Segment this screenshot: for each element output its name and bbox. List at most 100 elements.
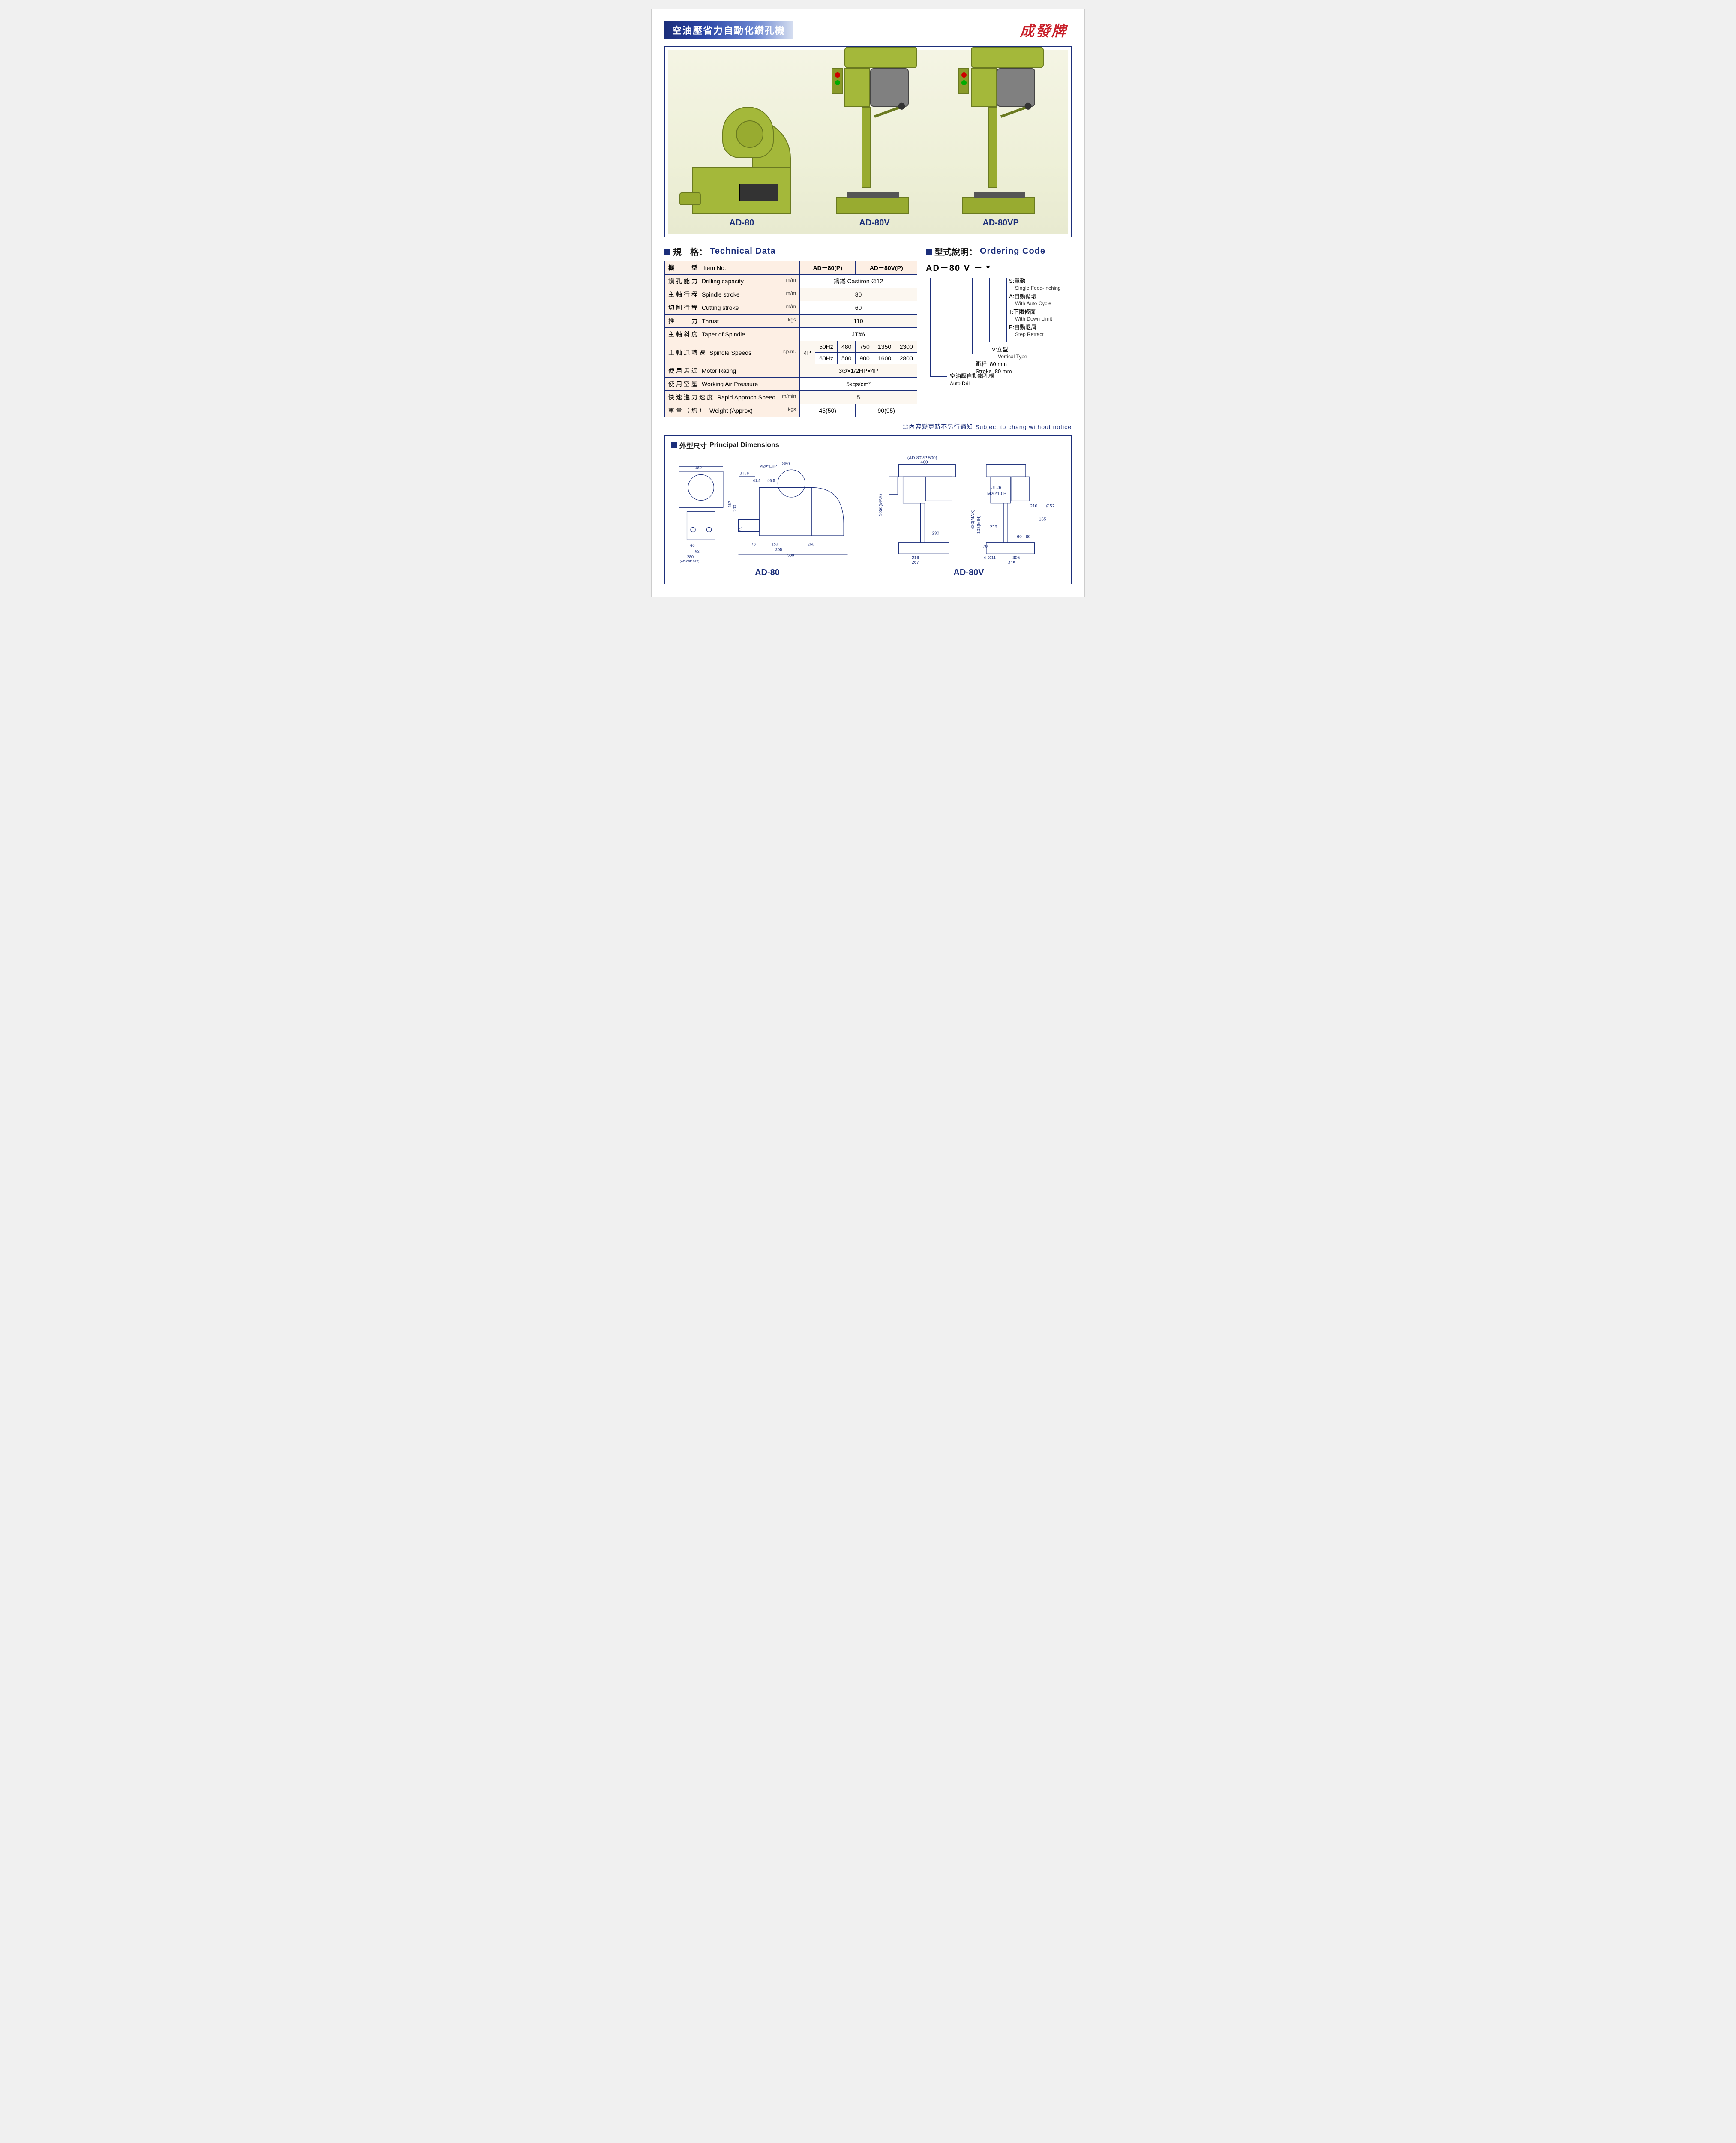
svg-text:538: 538	[787, 553, 794, 558]
svg-text:180: 180	[695, 465, 702, 470]
product-photo-frame: AD-80 AD-80V AD-80VP	[664, 46, 1072, 237]
svg-text:230: 230	[932, 531, 939, 536]
th-col2: AD－80V(P)	[856, 261, 917, 275]
svg-text:267: 267	[912, 560, 919, 565]
middle-section: 規 格： Technical Data 機 型 Item No. AD－80(P…	[664, 245, 1072, 417]
ordering-code-line: AD－80 V － *	[926, 261, 1072, 273]
svg-text:∅50: ∅50	[782, 462, 790, 466]
title-cn: 外型尺寸	[679, 440, 707, 450]
section-title: 規 格： Technical Data	[664, 245, 917, 258]
speed-value: 1600	[874, 353, 895, 364]
svg-text:(AD-80P:320): (AD-80P:320)	[680, 559, 700, 563]
machine-label: AD-80VP	[982, 218, 1018, 228]
speed-value: 2800	[895, 353, 917, 364]
svg-text:JT#6: JT#6	[740, 471, 749, 475]
change-notice: ◎內容變更時不另行通知 Subject to chang without not…	[664, 423, 1072, 431]
svg-text:260: 260	[808, 542, 814, 546]
svg-text:236: 236	[990, 525, 997, 530]
title-cn: 規 格：	[673, 245, 707, 258]
speed-value: 1350	[874, 341, 895, 353]
svg-text:280: 280	[687, 555, 694, 559]
svg-text:M20*1.0P: M20*1.0P	[987, 492, 1006, 496]
dim-label: AD-80V	[872, 568, 1065, 578]
svg-text:4-∅11: 4-∅11	[984, 556, 996, 561]
th-col1: AD－80(P)	[800, 261, 856, 275]
page-title-bar: 空油壓省力自動化鑽孔機	[664, 21, 793, 39]
machine-ad80: AD-80	[692, 102, 791, 228]
svg-text:165: 165	[1039, 517, 1046, 522]
square-bullet-icon	[926, 249, 932, 255]
svg-text:41.5: 41.5	[753, 478, 760, 483]
row-label: 鑽孔能力Drilling capacitym/m	[665, 275, 800, 288]
row-value: 80	[800, 288, 917, 301]
row-label: 主軸行程Spindle strokem/m	[665, 288, 800, 301]
row-label: 推 力Thrustkgs	[665, 315, 800, 328]
title-en: Ordering Code	[980, 246, 1045, 256]
machine-label: AD-80V	[859, 218, 889, 228]
machine-label: AD-80	[729, 218, 754, 228]
svg-text:200: 200	[733, 505, 737, 512]
svg-text:210: 210	[1030, 504, 1037, 509]
row-value: 鑄鐵 Castiron ∅12	[800, 275, 917, 288]
speed-value: 750	[856, 341, 874, 353]
svg-text:460: 460	[921, 460, 928, 465]
svg-text:70: 70	[983, 544, 988, 549]
weight-value: 45(50)	[800, 404, 856, 417]
row-value: 3∅×1/2HP×4P	[800, 364, 917, 378]
brand-name: 成發牌	[1020, 19, 1072, 40]
row-value: JT#6	[800, 328, 917, 341]
section-title: 型式說明： Ordering Code	[926, 245, 1072, 258]
svg-text:73: 73	[751, 542, 756, 546]
machine-illustration	[958, 47, 1044, 214]
svg-text:305: 305	[1012, 556, 1020, 561]
product-photo-panel: AD-80 AD-80V AD-80VP	[668, 50, 1068, 234]
title-en: Principal Dimensions	[709, 441, 779, 449]
dimensions-row: 180 60 92 280 (AD-80P:320) JT#6 M20*	[671, 454, 1065, 578]
machine-ad80v: AD-80V	[832, 47, 917, 228]
dim-label: AD-80	[671, 568, 864, 578]
row-label: 重量（約）Weight (Approx)kgs	[665, 404, 800, 417]
row-label: 切削行程Cutting strokem/m	[665, 301, 800, 315]
svg-text:1050(MAX): 1050(MAX)	[879, 494, 883, 516]
header: 空油壓省力自動化鑽孔機 成發牌	[664, 19, 1072, 40]
hz-label: 60Hz	[815, 353, 837, 364]
dimensions-frame: 外型尺寸 Principal Dimensions 180 60	[664, 435, 1072, 584]
svg-text:∅52: ∅52	[1046, 504, 1055, 509]
weight-value: 90(95)	[856, 404, 917, 417]
ordering-code-tree: S:單動Single Feed-Inching A:自動循環With Auto …	[926, 278, 1072, 381]
dim-ad80: 180 60 92 280 (AD-80P:320) JT#6 M20*	[671, 454, 864, 578]
hz-label: 50Hz	[815, 341, 837, 353]
row-value: 110	[800, 315, 917, 328]
svg-text:205: 205	[775, 548, 782, 552]
dim-ad80v: (AD-80VP:500) 460 1050(MAX) 216 230 267 …	[872, 454, 1065, 578]
th-item: 機 型 Item No.	[665, 261, 800, 275]
speed-value: 2300	[895, 341, 917, 353]
svg-text:387: 387	[728, 501, 732, 508]
svg-text:103(MIN): 103(MIN)	[977, 516, 982, 534]
machine-ad80vp: AD-80VP	[958, 47, 1044, 228]
spec-table: 機 型 Item No. AD－80(P) AD－80V(P) 鑽孔能力Dril…	[664, 261, 917, 417]
speed-value: 900	[856, 353, 874, 364]
machine-illustration	[692, 102, 791, 214]
row-label: 主軸斜度Taper of Spindle	[665, 328, 800, 341]
svg-text:M20*1.0P: M20*1.0P	[759, 464, 777, 468]
square-bullet-icon	[671, 442, 677, 448]
section-title: 外型尺寸 Principal Dimensions	[671, 440, 1065, 450]
svg-text:180: 180	[771, 542, 778, 546]
ordering-code-section: 型式說明： Ordering Code AD－80 V － * S:單動Sing…	[926, 245, 1072, 417]
row-label: 快速進刀速度Rapid Approch Speedm/min	[665, 391, 800, 404]
dimension-drawing: (AD-80VP:500) 460 1050(MAX) 216 230 267 …	[872, 454, 1065, 565]
row-label: 使用馬達Motor Rating	[665, 364, 800, 378]
svg-text:60: 60	[1026, 534, 1031, 539]
svg-text:60: 60	[1017, 534, 1022, 539]
row-value: 60	[800, 301, 917, 315]
svg-text:430(MAX): 430(MAX)	[970, 510, 975, 529]
row-label: 使用空壓Working Air Pressure	[665, 378, 800, 391]
svg-text:85: 85	[739, 527, 743, 531]
title-en: Technical Data	[710, 246, 776, 256]
row-label: 主軸迴轉速Spindle Speedsr.p.m.	[665, 341, 800, 364]
title-cn: 型式說明：	[934, 245, 977, 258]
row-value: 5kgs/cm²	[800, 378, 917, 391]
pole: 4P	[800, 341, 815, 364]
square-bullet-icon	[664, 249, 670, 255]
